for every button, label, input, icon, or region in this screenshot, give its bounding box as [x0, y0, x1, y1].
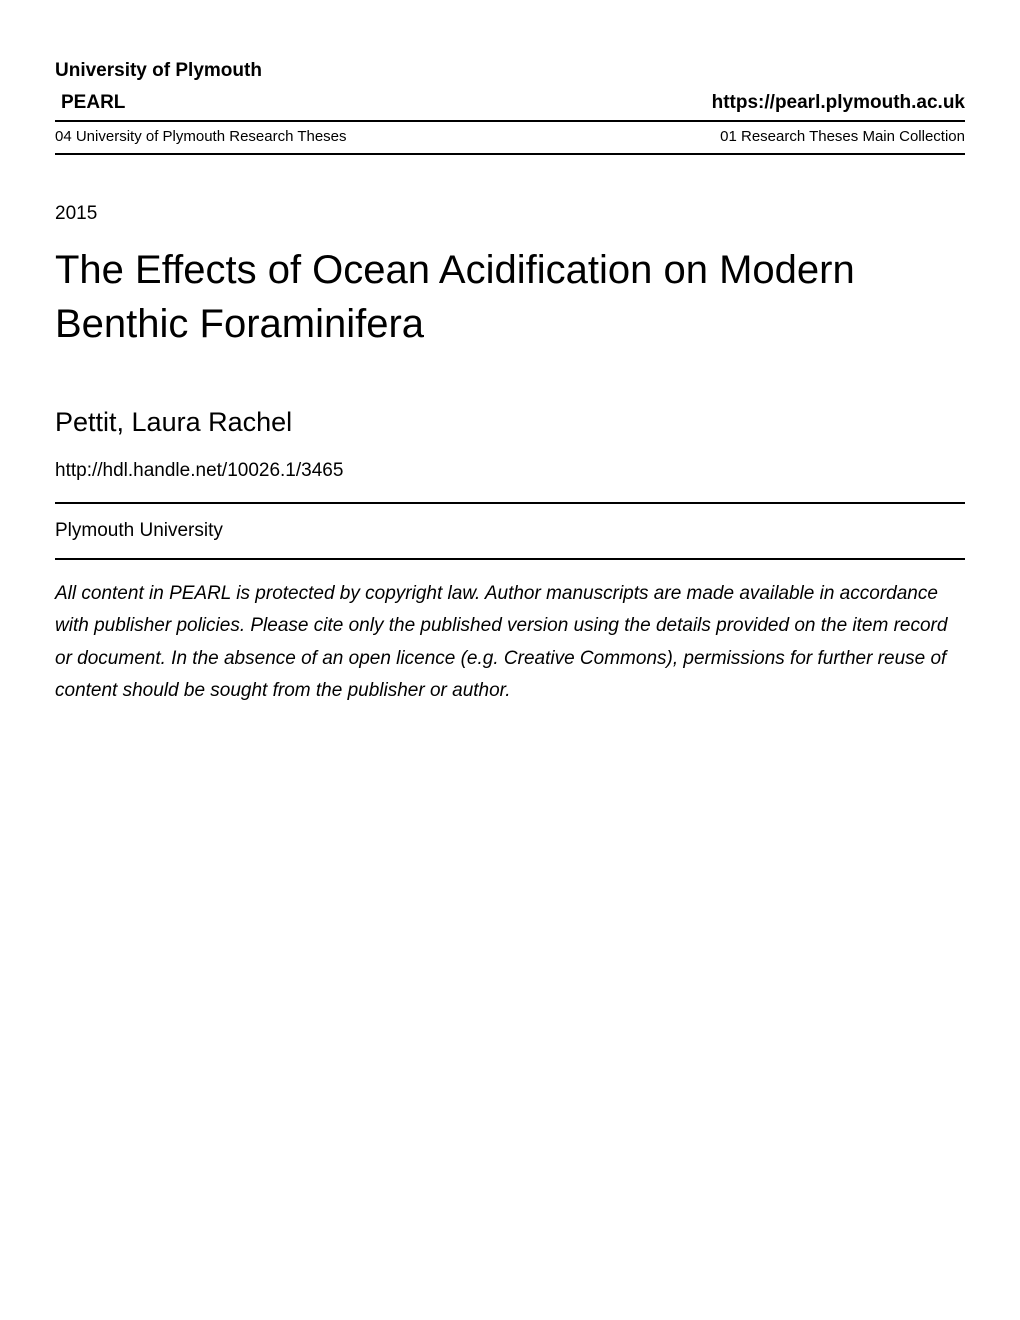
copyright-notice: All content in PEARL is protected by cop… — [55, 578, 965, 707]
breadcrumb-row: 04 University of Plymouth Research These… — [55, 126, 965, 155]
breadcrumb-collection: 04 University of Plymouth Research These… — [55, 128, 347, 145]
publication-year: 2015 — [55, 203, 965, 225]
repository-url: https://pearl.plymouth.ac.uk — [712, 92, 965, 114]
breadcrumb-subcollection: 01 Research Theses Main Collection — [720, 128, 965, 145]
document-title: The Effects of Ocean Acidification on Mo… — [55, 243, 965, 351]
handle-url: http://hdl.handle.net/10026.1/3465 — [55, 460, 965, 482]
header-section: University of Plymouth PEARL https://pea… — [55, 60, 965, 155]
repository-row: PEARL https://pearl.plymouth.ac.uk — [55, 92, 965, 122]
publisher-name: Plymouth University — [55, 504, 965, 558]
divider-bottom — [55, 558, 965, 560]
institution-name: University of Plymouth — [55, 60, 965, 82]
author-name: Pettit, Laura Rachel — [55, 407, 965, 438]
repository-name: PEARL — [61, 92, 125, 114]
